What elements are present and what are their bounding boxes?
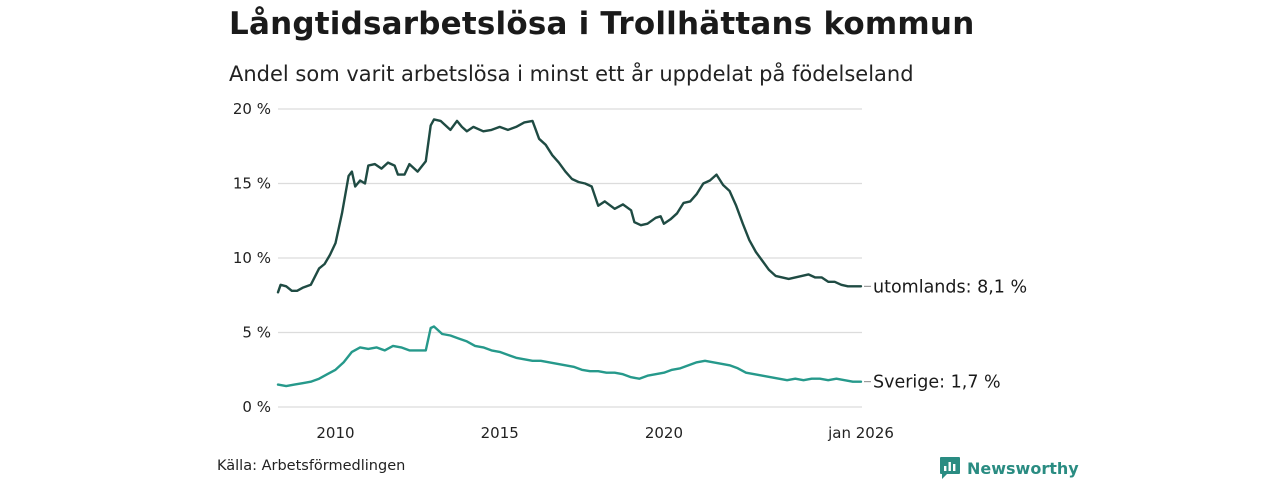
x-tick-label: 2015 <box>481 424 519 442</box>
end-label-sverige: Sverige: 1,7 % <box>873 373 1001 393</box>
brand-logo: Newsworthy <box>939 456 1079 480</box>
x-tick-label: jan 2026 <box>827 424 894 442</box>
y-tick-label: 15 % <box>233 175 271 193</box>
source-note: Källa: Arbetsförmedlingen <box>217 458 406 474</box>
brand-name: Newsworthy <box>967 458 1079 478</box>
x-tick-label: 2020 <box>645 424 683 442</box>
newsworthy-logo-icon <box>940 457 960 479</box>
series-line-utomlands <box>276 118 863 294</box>
chart-subtitle: Andel som varit arbetslösa i minst ett å… <box>229 62 914 86</box>
y-tick-label: 20 % <box>233 100 271 118</box>
y-tick-label: 5 % <box>242 324 271 342</box>
end-label-utomlands: utomlands: 8,1 % <box>873 277 1027 297</box>
x-tick-label: 2010 <box>316 424 354 442</box>
y-tick-label: 10 % <box>233 249 271 267</box>
chart-title: Långtidsarbetslösa i Trollhättans kommun <box>229 6 975 42</box>
series-line-sverige <box>276 325 863 388</box>
y-tick-label: 0 % <box>242 398 271 416</box>
